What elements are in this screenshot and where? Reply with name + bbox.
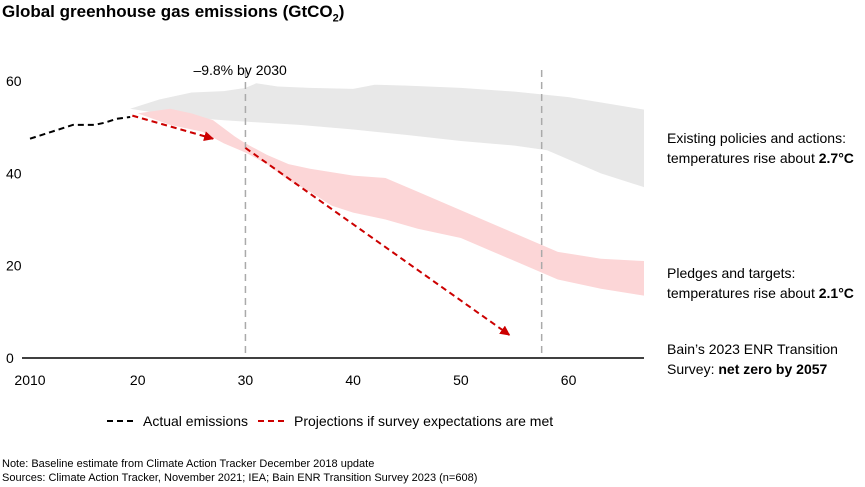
x-tick-label: 40 — [345, 372, 361, 388]
pledges-and-targets-band — [137, 108, 644, 296]
note-text: Note: Baseline estimate from Climate Act… — [2, 458, 375, 470]
x-tick-label: 60 — [561, 372, 577, 388]
bain-survey-label: Bain’s 2023 ENR Transition — [667, 341, 838, 357]
y-tick-label: 0 — [6, 350, 14, 366]
chart-title: Global greenhouse gas emissions (GtCO2) — [2, 2, 345, 25]
y-tick-label: 20 — [6, 258, 22, 274]
bain-survey-netzero-line: Survey: net zero by 2057 — [667, 361, 828, 377]
legend-actual-swatch — [107, 420, 137, 422]
x-tick-label: 30 — [238, 372, 254, 388]
legend-projection-label: Projections if survey expectations are m… — [294, 413, 554, 429]
bain-net-zero: net zero by 2057 — [718, 361, 828, 377]
legend-projection-swatch — [258, 420, 288, 422]
legend-projection: Projections if survey expectations are m… — [258, 413, 553, 429]
pledges-temp: 2.1°C — [818, 285, 854, 301]
existing-policies-label: Existing policies and actions: — [667, 130, 846, 146]
legend-actual: Actual emissions — [107, 413, 248, 429]
pledges-temp-line: temperatures rise about 2.1°C — [667, 285, 854, 301]
x-tick-label: 20 — [130, 372, 146, 388]
pledges-label: Pledges and targets: — [667, 265, 796, 281]
projection-arrow-2 — [244, 147, 511, 336]
existing-policies-temp-line: temperatures rise about 2.7°C — [667, 150, 854, 166]
footnotes: Note: Baseline estimate from Climate Act… — [2, 457, 477, 485]
y-tick-label: 40 — [6, 165, 22, 181]
x-tick-label: 50 — [453, 372, 469, 388]
pledges-annotation: Pledges and targets: temperatures rise a… — [667, 263, 854, 303]
existing-policies-temp: 2.7°C — [818, 150, 854, 166]
projection-arrow-1 — [132, 114, 215, 142]
legend-actual-label: Actual emissions — [143, 413, 249, 429]
bain-survey-annotation: Bain’s 2023 ENR Transition Survey: net z… — [667, 339, 838, 379]
sources-text: Sources: Climate Action Tracker, Novembe… — [2, 472, 478, 484]
existing-policies-and-actions-band — [130, 83, 644, 188]
x-tick-label: 2010 — [14, 372, 45, 388]
existing-policies-annotation: Existing policies and actions: temperatu… — [667, 128, 854, 168]
y-tick-label: 60 — [6, 73, 22, 89]
reference-line-label: –9.8% by 2030 — [193, 62, 287, 78]
actual-emissions-line — [29, 116, 131, 140]
